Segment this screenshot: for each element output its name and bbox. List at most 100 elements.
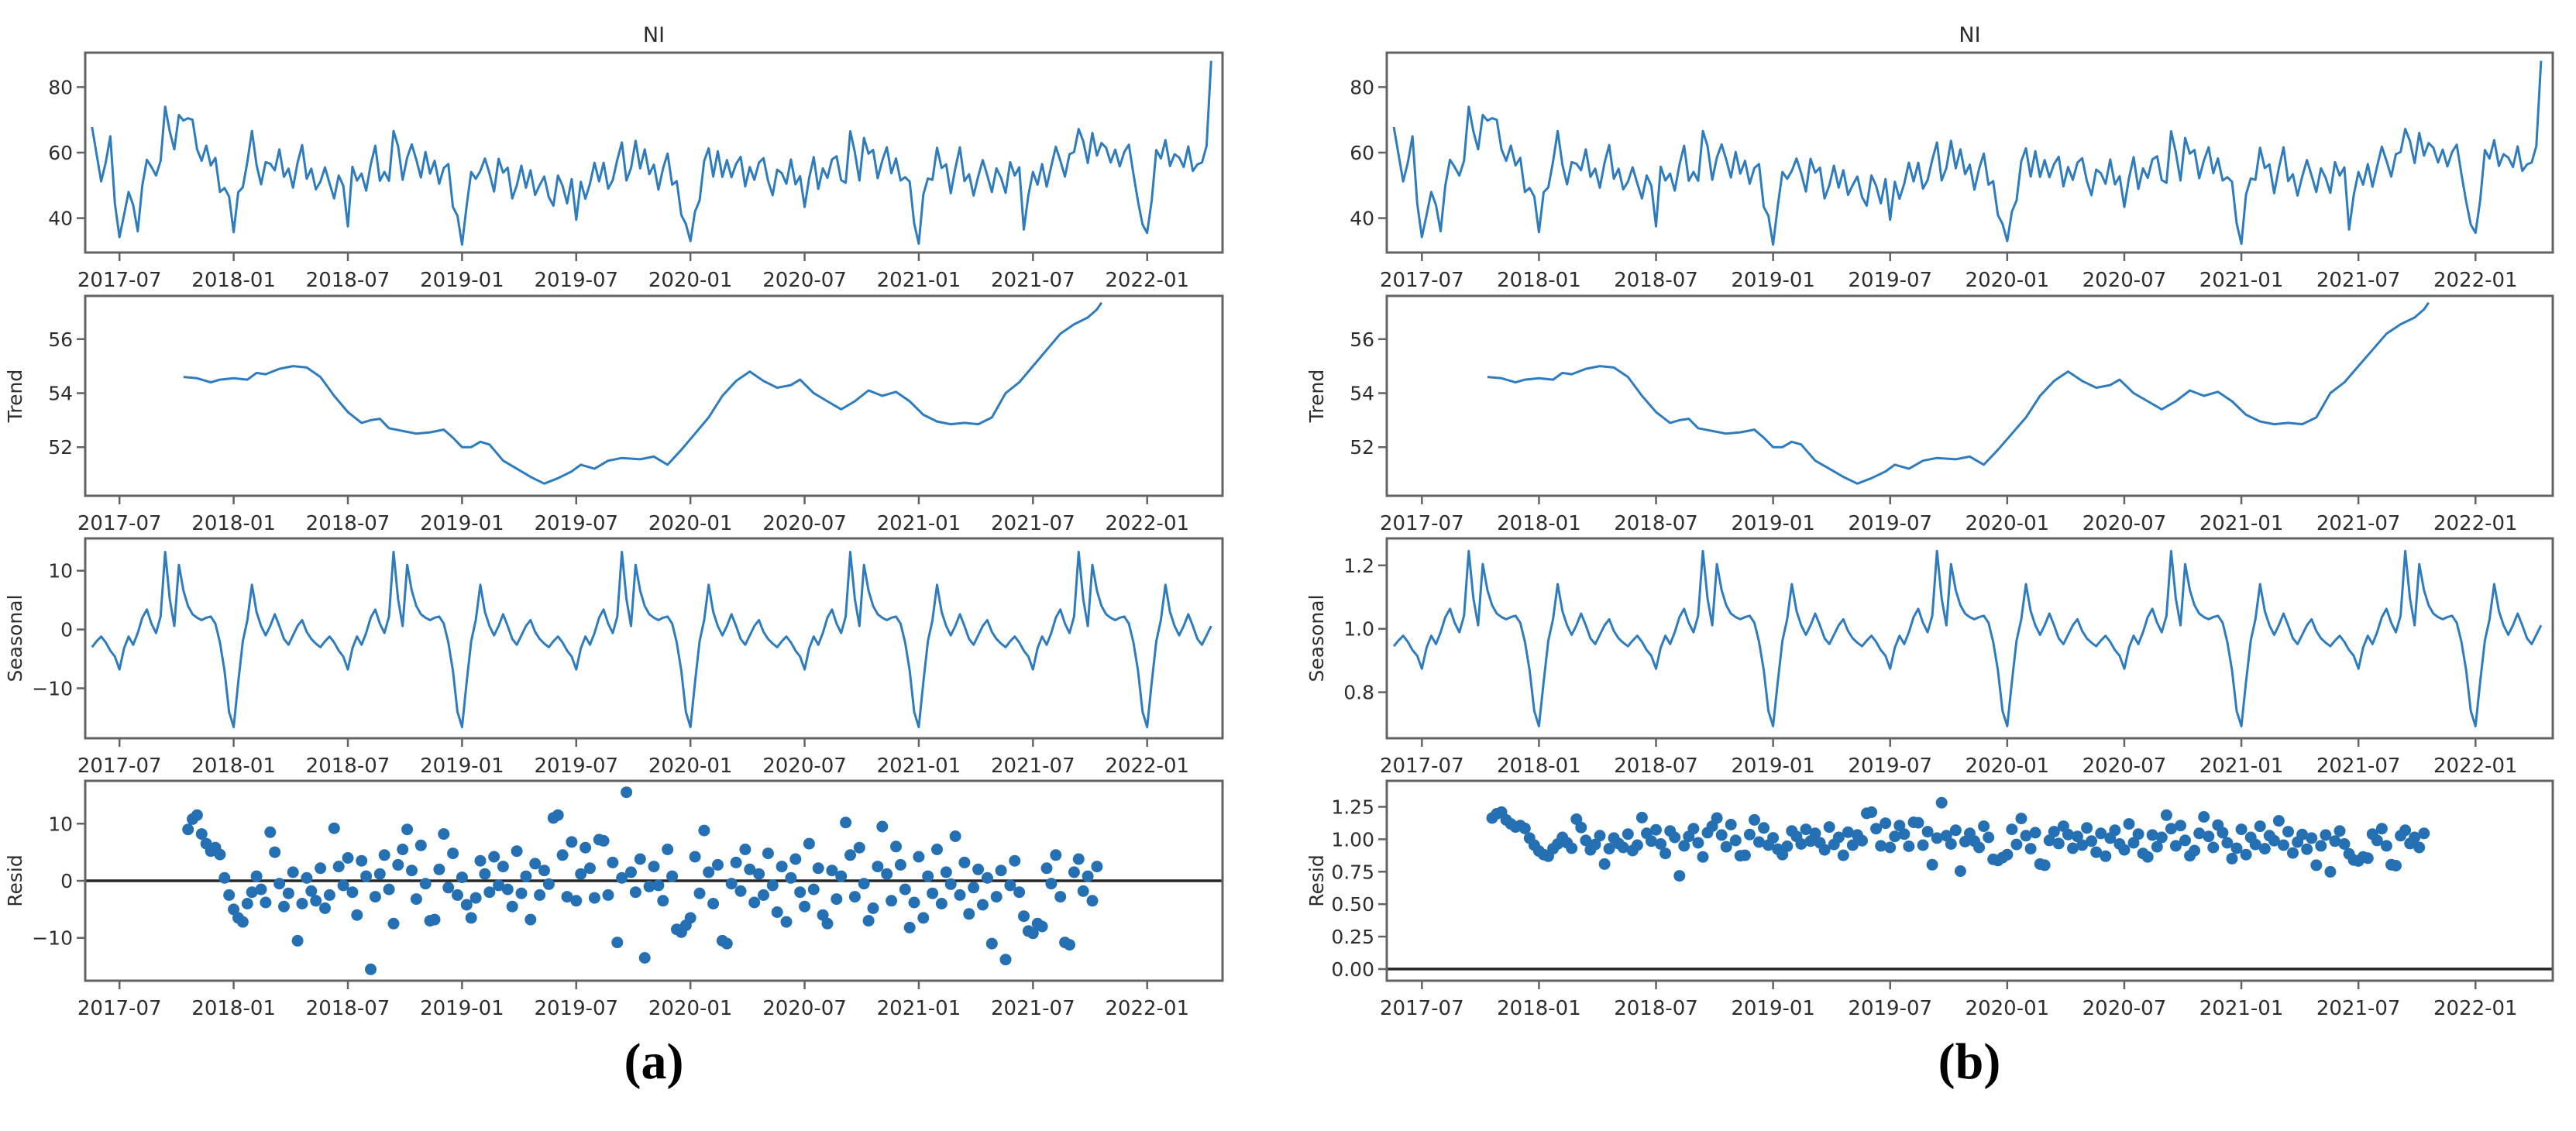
resid-point (744, 863, 756, 875)
resid-point (305, 885, 318, 897)
x-tick-label: 2022-01 (1105, 755, 1189, 778)
resid-point (414, 839, 427, 851)
resid-point (356, 854, 368, 867)
y-tick-label: 56 (1350, 328, 1374, 351)
resid-point (1866, 806, 1878, 818)
y-tick-label: 0 (60, 870, 73, 892)
resid-point (2123, 818, 2135, 830)
resid-point (1893, 820, 1906, 832)
resid-point (346, 886, 359, 899)
resid-point (1054, 891, 1067, 903)
resid-point (566, 836, 578, 848)
resid-point (2109, 824, 2121, 837)
resid-point (2024, 843, 2037, 855)
resid-point (2221, 837, 2234, 849)
resid-point (999, 954, 1012, 966)
resid-point (2175, 820, 2186, 832)
resid-point (2067, 842, 2079, 854)
resid-point (634, 853, 646, 865)
resid-point (2001, 848, 2014, 861)
resid-point (1809, 827, 1821, 840)
resid-point (570, 895, 583, 907)
x-tick-label: 2018-01 (191, 755, 276, 778)
x-tick-label: 2018-01 (1497, 997, 1581, 1020)
resid-point (2151, 841, 2163, 853)
resid-point (401, 823, 414, 836)
resid-point (1086, 895, 1099, 907)
resid-point (378, 849, 390, 861)
y-tick-label: 1.00 (1331, 828, 1374, 851)
resid-point (703, 866, 715, 878)
resid-point (287, 866, 299, 878)
x-tick-label: 2019-07 (1848, 269, 1932, 292)
resid-point (584, 862, 596, 875)
resid-point (218, 871, 231, 884)
resid-point (1687, 823, 1700, 835)
resid-point (2375, 823, 2388, 835)
x-tick-label: 2020-01 (648, 997, 733, 1020)
resid-point (515, 887, 528, 899)
panel-spine-observed (1385, 51, 2554, 254)
resid-point (748, 896, 761, 909)
resid-point (1725, 819, 1737, 830)
resid-point (1655, 838, 1667, 850)
resid-point (1580, 834, 1592, 847)
resid-point (191, 809, 203, 821)
resid-point (1594, 830, 1606, 842)
x-tick-label: 2019-07 (534, 755, 618, 778)
resid-point (1077, 885, 1089, 897)
x-tick-label: 2021-01 (2199, 755, 2284, 778)
resid-point (1669, 831, 1681, 844)
resid-point (310, 895, 322, 907)
resid-point (1598, 858, 1611, 870)
resid-point (2334, 825, 2346, 837)
x-tick-label: 2021-07 (2316, 512, 2401, 535)
x-tick-label: 2021-07 (2316, 269, 2401, 292)
panel-spine-trend (84, 294, 1224, 497)
resid-point (2179, 834, 2191, 847)
resid-point (771, 906, 783, 918)
panel-spine-seasonal (84, 537, 1224, 740)
resid-point (2320, 829, 2332, 841)
resid-point (985, 937, 998, 950)
resid-point (2100, 850, 2112, 862)
x-tick-label: 2019-07 (534, 512, 618, 535)
x-tick-label: 2019-01 (1731, 997, 1815, 1020)
resid-point (2072, 830, 2083, 843)
resid-point (995, 865, 1007, 877)
resid-point (524, 913, 537, 926)
resid-point (913, 851, 925, 863)
y-tick-label: −10 (32, 678, 73, 700)
resid-point (831, 893, 843, 906)
resid-point (319, 902, 331, 914)
x-tick-label: 2020-01 (1966, 269, 2050, 292)
resid-point (1954, 865, 1966, 877)
resid-point (2029, 827, 2041, 839)
resid-point (963, 908, 975, 920)
resid-point (2278, 839, 2289, 851)
x-tick-label: 2017-07 (77, 512, 162, 535)
x-tick-label: 2020-01 (1966, 512, 2050, 535)
x-tick-label: 2019-01 (1731, 755, 1815, 778)
resid-point (840, 816, 852, 829)
resid-point (1045, 878, 1058, 890)
panel-title: NI (1959, 23, 1980, 47)
resid-point (2272, 815, 2285, 827)
x-tick-label: 2019-07 (1848, 997, 1932, 1020)
resid-point (886, 895, 898, 907)
resid-point (652, 879, 665, 892)
resid-point (954, 889, 966, 901)
resid-point (807, 883, 820, 896)
resid-point (1036, 920, 1048, 933)
x-tick-label: 2018-07 (1614, 512, 1698, 535)
resid-point (1009, 854, 1021, 867)
x-tick-label: 2020-01 (1966, 755, 2050, 778)
resid-point (1945, 838, 1957, 850)
resid-point (2010, 838, 2023, 851)
resid-point (2015, 813, 2027, 825)
y-tick-label: 52 (48, 436, 73, 459)
resid-point (689, 851, 701, 863)
x-tick-label: 2021-07 (991, 755, 1075, 778)
y-tick-label: 0.8 (1343, 682, 1374, 704)
